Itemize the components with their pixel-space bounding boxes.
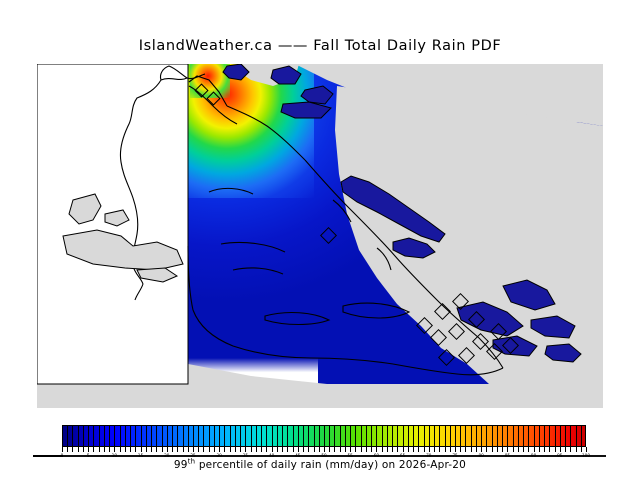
coastline-island-north <box>226 105 306 161</box>
mainland-patch-d <box>136 267 179 283</box>
colorbar-tick-label: 75 <box>452 453 458 458</box>
lake-cowichan <box>342 302 411 319</box>
island-north-c <box>300 85 334 105</box>
island-lasqueti <box>392 237 436 259</box>
station-marker <box>416 317 433 334</box>
station-marker <box>438 349 455 366</box>
lake-inland-b <box>220 241 286 253</box>
colorbar-tick-label: 100 <box>582 453 590 458</box>
island-north-a <box>270 65 302 85</box>
colorbar-frame <box>62 425 586 447</box>
colorbar-tick-label: 15 <box>137 453 144 458</box>
island-gulf-a <box>456 301 524 337</box>
station-marker <box>458 347 475 364</box>
colorbar-tick-label: 35 <box>242 453 249 458</box>
island-gulf-b <box>502 279 556 311</box>
station-marker <box>452 293 469 310</box>
colorbar-tick-label: 55 <box>347 453 353 458</box>
station-marker <box>320 227 337 244</box>
coastline-island-southwest <box>187 245 194 311</box>
station-markers <box>194 83 519 366</box>
colorbar-tick-label: 40 <box>268 453 275 458</box>
island-gulf-e <box>544 343 582 363</box>
colorbar-tick-label: 45 <box>295 453 301 458</box>
coastline-island-west <box>188 75 228 107</box>
coastline-mainland-lower <box>134 283 144 301</box>
coastline-overlay <box>37 64 603 408</box>
map-panel[interactable] <box>37 64 603 408</box>
colorbar-tick-label: 30 <box>216 453 222 458</box>
station-marker <box>472 333 489 350</box>
colorbar-caption: 99th percentile of daily rain (mm/day) o… <box>0 457 640 471</box>
land-mask-southwest <box>188 364 327 384</box>
colorbar-tick-marks <box>62 447 587 452</box>
station-marker <box>468 311 485 328</box>
station-marker <box>206 91 221 106</box>
caption-value: 99 <box>173 459 188 471</box>
station-marker <box>486 343 503 360</box>
colorbar-tick-label: 20 <box>164 453 170 458</box>
coastline-island-southeast <box>392 363 504 376</box>
island-gulf-c <box>530 315 576 339</box>
land-mask-northeast <box>295 64 603 128</box>
strait-north <box>280 101 332 119</box>
lake-inland-c <box>232 267 284 275</box>
colorbar-tick-label: 95 <box>557 453 563 458</box>
island-texada <box>340 175 446 243</box>
coastline-nw-detail <box>188 85 238 125</box>
mainland-patch-b <box>62 229 184 271</box>
colorbar-tick-label: 80 <box>478 453 484 458</box>
colorbar-tick-label: 70 <box>426 453 432 458</box>
colorbar-baseline <box>38 455 606 457</box>
colorbar-tick-label: 10 <box>111 453 118 458</box>
colorbar-left-endcap <box>33 455 63 457</box>
land-mask-south <box>188 384 603 408</box>
coastline-island-east <box>304 159 504 369</box>
colorbar-tick-label: 5 <box>86 453 90 458</box>
station-marker <box>448 323 465 340</box>
inlet-east-b <box>376 247 392 271</box>
colorbar[interactable] <box>62 425 586 447</box>
colorbar-tick-label: 65 <box>399 453 406 458</box>
colorbar-segment-dividers <box>62 425 586 447</box>
lake-inland-d <box>264 312 331 325</box>
caption-ordinal-suffix: th <box>187 457 196 466</box>
island-gulf-d <box>492 335 538 357</box>
page-title: IslandWeather.ca —— Fall Total Daily Rai… <box>138 38 502 54</box>
colorbar-tick-label: 25 <box>190 453 196 458</box>
inlet-east-a <box>332 199 352 223</box>
coastline-mainland-north <box>159 65 189 81</box>
colorbar-tick-label: 50 <box>321 453 327 458</box>
mainland-patch-c <box>104 209 130 227</box>
station-marker <box>434 303 451 320</box>
island-north-b <box>222 64 250 81</box>
colorbar-tick-label: 85 <box>504 453 511 458</box>
caption-text: percentile of daily rain (mm/day) on 202… <box>195 459 467 471</box>
mainland-patch-a <box>68 193 102 225</box>
coastline-mainland-spur <box>186 73 206 80</box>
lake-inland-a <box>208 187 254 195</box>
colorbar-tick-label: 60 <box>373 453 380 458</box>
station-marker <box>430 329 447 346</box>
station-marker <box>194 83 209 98</box>
station-marker <box>502 337 519 354</box>
colorbar-tick-label: 90 <box>530 453 537 458</box>
station-marker <box>490 323 507 340</box>
coastline-island-south <box>192 309 394 365</box>
